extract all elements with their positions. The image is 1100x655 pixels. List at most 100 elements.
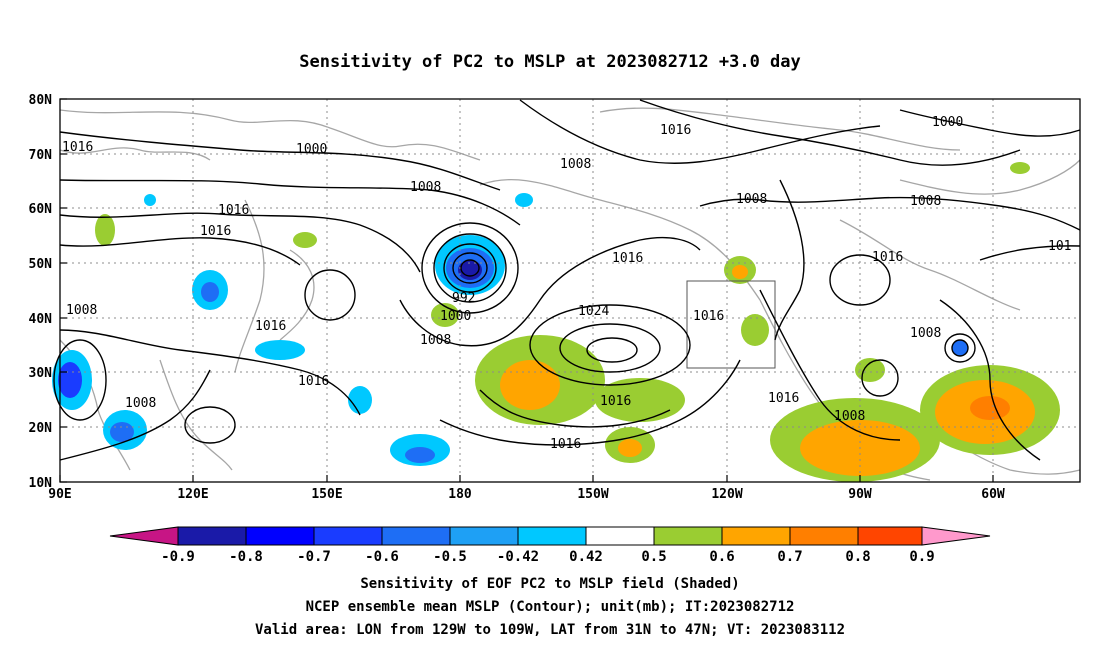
shade-negative <box>144 194 156 206</box>
grid-lines <box>60 99 1080 482</box>
colorbar-label: 0.8 <box>845 549 870 565</box>
contour-label: 1008 <box>910 326 941 341</box>
shade-positive <box>293 232 317 248</box>
contour-label: 1016 <box>693 309 724 324</box>
footer-line-1: Sensitivity of EOF PC2 to MSLP field (Sh… <box>360 576 739 592</box>
lon-label: 180 <box>448 487 472 502</box>
contour-label: 1008 <box>125 396 156 411</box>
colorbar-cell <box>517 526 587 546</box>
lon-label: 150E <box>311 487 342 502</box>
colorbar-labels: -0.9 -0.8 -0.7 -0.6 -0.5 -0.42 0.42 0.5 … <box>161 549 935 565</box>
shade-positive <box>618 439 642 457</box>
shade-positive <box>431 303 459 327</box>
lat-label: 60N <box>29 202 53 217</box>
shade-negative <box>58 362 82 398</box>
latitude-labels: 80N 70N 60N 50N 40N 30N 20N 10N <box>29 93 53 491</box>
contour-label: 1024 <box>578 304 609 319</box>
mslp-contours <box>53 99 1081 461</box>
contour-labels: 1016 1000 1016 1008 1000 1008 1016 1016 … <box>62 115 1071 452</box>
contour-label: 1000 <box>932 115 963 130</box>
colorbar-label: 0.7 <box>777 549 802 565</box>
colorbar-right-arrow <box>921 526 991 546</box>
contour-label: 1016 <box>255 319 286 334</box>
colorbar-cell <box>381 526 451 546</box>
contour-label: 1016 <box>200 224 231 239</box>
footer-line-3: Valid area: LON from 129W to 109W, LAT f… <box>255 622 845 638</box>
colorbar-label: -0.5 <box>433 549 467 565</box>
lat-label: 20N <box>29 421 53 436</box>
shade-negative <box>458 260 482 280</box>
shade-positive <box>970 396 1010 420</box>
colorbar-label: -0.9 <box>161 549 195 565</box>
contour-label: 1008 <box>560 157 591 172</box>
lat-label: 50N <box>29 257 53 272</box>
shade-positive <box>741 314 769 346</box>
contour-label: 101 <box>1048 239 1071 254</box>
figure-title: Sensitivity of PC2 to MSLP at 2023082712… <box>299 52 801 72</box>
colorbar-label: 0.5 <box>641 549 666 565</box>
colorbar-cell <box>857 526 923 546</box>
footer-line-2: NCEP ensemble mean MSLP (Contour); unit(… <box>306 599 795 615</box>
contour-label: 1008 <box>834 409 865 424</box>
lat-label: 80N <box>29 93 53 108</box>
map-frame <box>59 98 1081 483</box>
colorbar-label: 0.9 <box>909 549 934 565</box>
colorbar-cell <box>585 526 655 546</box>
shade-negative <box>255 340 305 360</box>
shade-negative <box>348 386 372 414</box>
contour-label: 1000 <box>440 309 471 324</box>
shade-negative <box>201 282 219 302</box>
shade-negative <box>952 340 968 356</box>
sensitivity-shading <box>52 162 1060 482</box>
lon-label: 150W <box>577 487 608 502</box>
lon-label: 120W <box>711 487 742 502</box>
contour-label: 1016 <box>550 437 581 452</box>
contour-label: 1016 <box>62 140 93 155</box>
colorbar <box>109 526 991 546</box>
colorbar-label: -0.42 <box>497 549 539 565</box>
shade-positive <box>500 360 560 410</box>
colorbar-cell <box>789 526 859 546</box>
coastlines <box>59 107 1081 481</box>
contour-label: 1008 <box>66 303 97 318</box>
colorbar-label: -0.6 <box>365 549 399 565</box>
lon-label: 90E <box>48 487 71 502</box>
lat-label: 40N <box>29 312 53 327</box>
contour-label: 1008 <box>410 180 441 195</box>
colorbar-label: -0.8 <box>229 549 263 565</box>
colorbar-label: 0.42 <box>569 549 603 565</box>
lat-label: 70N <box>29 148 53 163</box>
contour-label: 1016 <box>872 250 903 265</box>
contour-label: 1008 <box>910 194 941 209</box>
contour-label: 1008 <box>420 333 451 348</box>
contour-label: 1000 <box>296 142 327 157</box>
contour-label: 992 <box>452 291 475 306</box>
contour-label: 1008 <box>736 192 767 207</box>
colorbar-cell <box>721 526 791 546</box>
colorbar-cell <box>653 526 723 546</box>
contour-label: 1016 <box>768 391 799 406</box>
contour-label: 1016 <box>298 374 329 389</box>
shade-negative <box>515 193 533 207</box>
colorbar-cell <box>177 526 247 546</box>
lon-label: 60W <box>981 487 1005 502</box>
colorbar-left-arrow <box>109 526 179 546</box>
colorbar-cell <box>245 526 315 546</box>
lat-label: 10N <box>29 476 53 491</box>
colorbar-cell <box>313 526 383 546</box>
longitude-labels: 90E 120E 150E 180 150W 120W 90W 60W <box>48 487 1005 502</box>
valid-area-box <box>686 280 776 369</box>
lat-label: 30N <box>29 366 53 381</box>
axis-ticks <box>59 98 994 483</box>
lon-label: 120E <box>177 487 208 502</box>
contour-label: 1016 <box>218 203 249 218</box>
map-panel: 1016 1000 1016 1008 1000 1008 1016 1016 … <box>52 98 1081 483</box>
colorbar-cell <box>449 526 519 546</box>
shade-positive <box>1010 162 1030 174</box>
shade-positive <box>95 214 115 246</box>
shade-positive <box>732 265 748 279</box>
contour-label: 1016 <box>612 251 643 266</box>
shade-positive <box>595 378 685 422</box>
shade-negative <box>405 447 435 463</box>
